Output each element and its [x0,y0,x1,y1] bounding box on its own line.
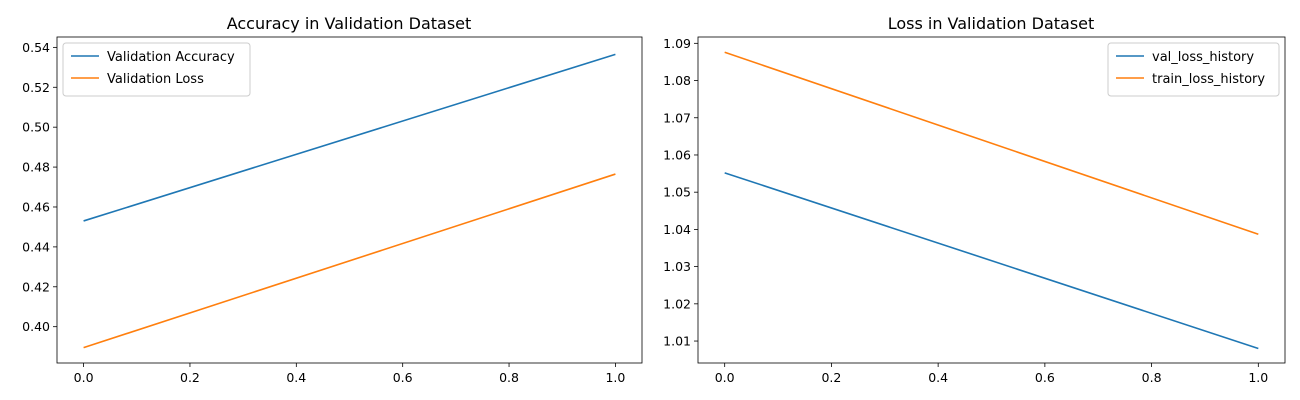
y-tick-label: 1.03 [663,259,691,274]
y-tick-label: 0.46 [22,199,50,214]
plot-frame [697,36,1286,364]
legend-label: val_loss_history [1152,50,1254,65]
y-tick-label: 1.05 [663,185,691,200]
y-tick-label: 1.06 [663,147,691,162]
series-line [724,51,1259,235]
y-tick-label: 1.08 [663,73,691,88]
x-tick-label: 0.2 [180,370,200,385]
y-tick-label: 1.01 [663,334,691,349]
x-tick-label: 0.0 [715,370,735,385]
x-tick-label: 0.8 [499,370,519,385]
x-tick-label: 1.0 [605,370,625,385]
y-tick-label: 0.50 [22,120,50,135]
x-tick-label: 0.4 [928,370,948,385]
chart-accuracy: Accuracy in Validation Dataset 0.0 0.2 0.4… [22,14,643,385]
y-tick-label: 0.54 [22,40,50,55]
y-tick-label: 1.04 [663,222,691,237]
legend-label: Validation Loss [107,72,204,87]
x-tick-label: 0.2 [821,370,841,385]
series-line [83,53,616,222]
y-tick-label: 1.02 [663,296,691,311]
chart-title: Accuracy in Validation Dataset [227,14,472,33]
series-line [83,173,616,349]
x-tick-label: 0.8 [1142,370,1162,385]
series-line [724,172,1259,350]
chart-loss: Loss in Validation Dataset 0.0 0.2 0.4 0.6 0… [663,14,1286,385]
y-tick-label: 0.42 [22,279,50,294]
plot-frame [56,36,643,364]
x-tick-label: 0.4 [286,370,306,385]
y-tick-label: 0.52 [22,80,50,95]
x-tick-label: 0.6 [1035,370,1055,385]
x-tick-label: 1.0 [1248,370,1268,385]
legend-box [62,42,251,97]
legend-box [1107,42,1280,97]
y-tick-label: 1.09 [663,36,691,51]
y-tick-label: 1.07 [663,110,691,125]
y-tick-label: 0.40 [22,319,50,334]
y-tick-label: 0.48 [22,160,50,175]
legend-label: train_loss_history [1152,72,1265,87]
legend: Validation Accuracy Validation Loss [62,42,251,97]
legend-label: Validation Accuracy [107,50,235,65]
x-tick-label: 0.0 [74,370,94,385]
x-tick-label: 0.6 [393,370,413,385]
y-tick-label: 0.44 [22,239,50,254]
legend: val_loss_history train_loss_history [1107,42,1280,97]
chart-title: Loss in Validation Dataset [888,14,1095,33]
